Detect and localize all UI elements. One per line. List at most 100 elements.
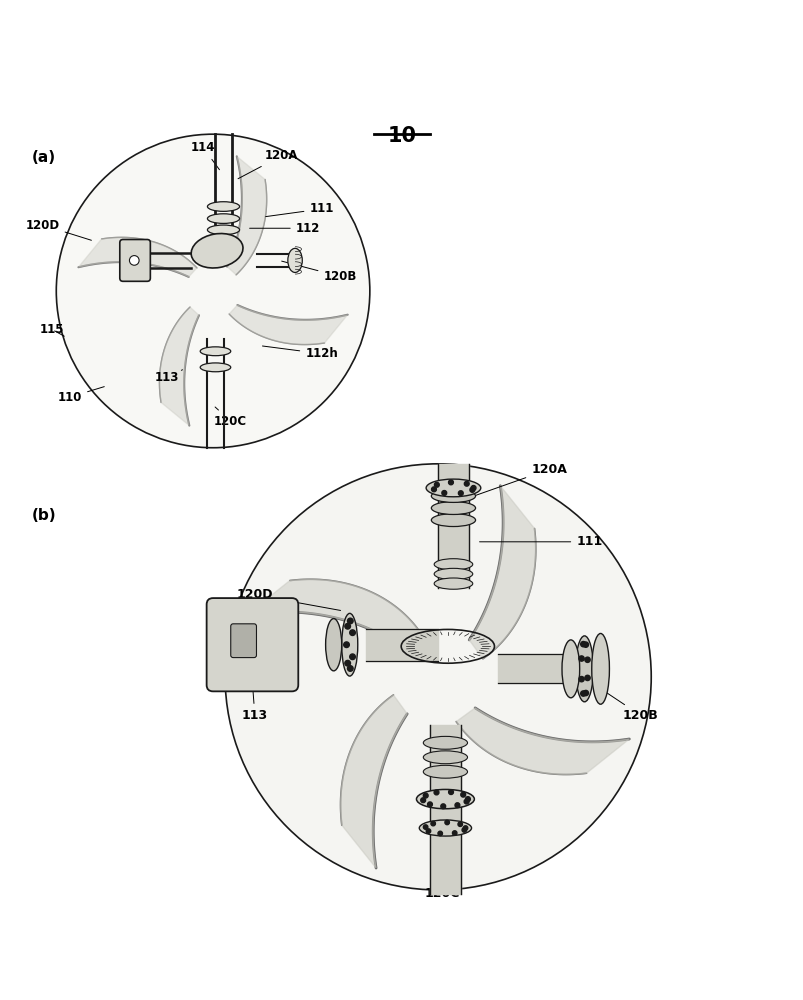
Circle shape — [349, 630, 355, 635]
Circle shape — [431, 487, 436, 492]
Ellipse shape — [419, 820, 471, 836]
Circle shape — [434, 482, 438, 487]
Text: 110: 110 — [58, 387, 104, 404]
Circle shape — [580, 641, 585, 647]
Text: 120A: 120A — [238, 149, 298, 179]
Text: 120C: 120C — [424, 863, 459, 900]
Ellipse shape — [200, 363, 230, 372]
Circle shape — [420, 798, 425, 803]
Circle shape — [225, 464, 650, 890]
FancyBboxPatch shape — [120, 240, 150, 281]
Ellipse shape — [207, 202, 239, 211]
Circle shape — [463, 826, 467, 830]
Circle shape — [349, 654, 355, 660]
Circle shape — [452, 831, 456, 835]
Ellipse shape — [325, 619, 341, 671]
Ellipse shape — [430, 502, 475, 514]
Circle shape — [448, 480, 453, 485]
Circle shape — [458, 822, 462, 826]
Ellipse shape — [430, 514, 475, 527]
Circle shape — [469, 487, 474, 492]
Text: 111: 111 — [479, 535, 601, 548]
Circle shape — [422, 793, 427, 798]
Circle shape — [458, 491, 463, 496]
Text: 111: 111 — [265, 202, 333, 217]
Polygon shape — [229, 305, 347, 345]
Circle shape — [347, 618, 353, 624]
Circle shape — [444, 820, 449, 825]
Ellipse shape — [434, 559, 472, 570]
Circle shape — [423, 825, 427, 829]
Text: 114: 114 — [191, 141, 219, 170]
Ellipse shape — [207, 225, 239, 235]
Circle shape — [465, 797, 470, 802]
Ellipse shape — [423, 736, 467, 749]
Circle shape — [464, 481, 469, 486]
Circle shape — [427, 802, 432, 807]
Text: (a): (a) — [32, 150, 56, 165]
Circle shape — [438, 831, 442, 836]
Polygon shape — [247, 579, 420, 646]
Ellipse shape — [434, 568, 472, 580]
Circle shape — [426, 829, 430, 833]
Text: 10: 10 — [387, 126, 416, 146]
Circle shape — [463, 799, 468, 804]
Circle shape — [344, 623, 350, 629]
Circle shape — [440, 804, 445, 809]
Ellipse shape — [416, 789, 474, 809]
Circle shape — [582, 642, 588, 647]
Circle shape — [442, 491, 446, 495]
Ellipse shape — [575, 636, 593, 702]
Circle shape — [344, 660, 350, 666]
Text: 120B: 120B — [281, 261, 357, 283]
Ellipse shape — [423, 765, 467, 778]
Ellipse shape — [561, 640, 579, 698]
Text: 120C: 120C — [214, 407, 247, 428]
Text: (b): (b) — [32, 508, 57, 523]
Circle shape — [578, 656, 584, 661]
Circle shape — [462, 828, 466, 832]
Ellipse shape — [426, 479, 480, 497]
FancyBboxPatch shape — [206, 598, 298, 691]
Circle shape — [430, 821, 435, 826]
Ellipse shape — [341, 613, 357, 676]
Text: 120A: 120A — [469, 463, 566, 497]
Ellipse shape — [207, 214, 239, 223]
Ellipse shape — [287, 248, 302, 272]
Circle shape — [580, 691, 585, 696]
Text: 120B: 120B — [599, 688, 658, 722]
Circle shape — [578, 676, 584, 682]
Circle shape — [584, 675, 589, 681]
Circle shape — [454, 803, 459, 808]
Polygon shape — [340, 695, 406, 868]
Polygon shape — [227, 156, 267, 275]
Text: 120D: 120D — [236, 588, 340, 610]
Ellipse shape — [434, 578, 472, 589]
Polygon shape — [469, 486, 535, 659]
Ellipse shape — [423, 751, 467, 764]
Text: 120D: 120D — [26, 219, 92, 240]
Text: 115: 115 — [40, 323, 64, 336]
Text: 112: 112 — [249, 222, 320, 235]
Circle shape — [344, 642, 349, 648]
Circle shape — [582, 690, 588, 696]
Text: 112h: 112h — [262, 346, 337, 360]
Circle shape — [471, 486, 475, 490]
Polygon shape — [159, 307, 199, 426]
Polygon shape — [455, 708, 629, 774]
Circle shape — [460, 792, 465, 797]
Text: 113: 113 — [242, 665, 267, 722]
Circle shape — [448, 790, 453, 794]
Ellipse shape — [191, 234, 243, 268]
Text: 113: 113 — [154, 370, 182, 384]
Circle shape — [347, 666, 353, 671]
Circle shape — [56, 134, 369, 448]
Ellipse shape — [200, 347, 230, 356]
FancyBboxPatch shape — [230, 624, 256, 658]
Polygon shape — [79, 237, 197, 277]
Ellipse shape — [430, 490, 475, 502]
Circle shape — [434, 790, 438, 795]
Circle shape — [584, 657, 589, 662]
Ellipse shape — [591, 633, 609, 704]
Circle shape — [129, 256, 139, 265]
